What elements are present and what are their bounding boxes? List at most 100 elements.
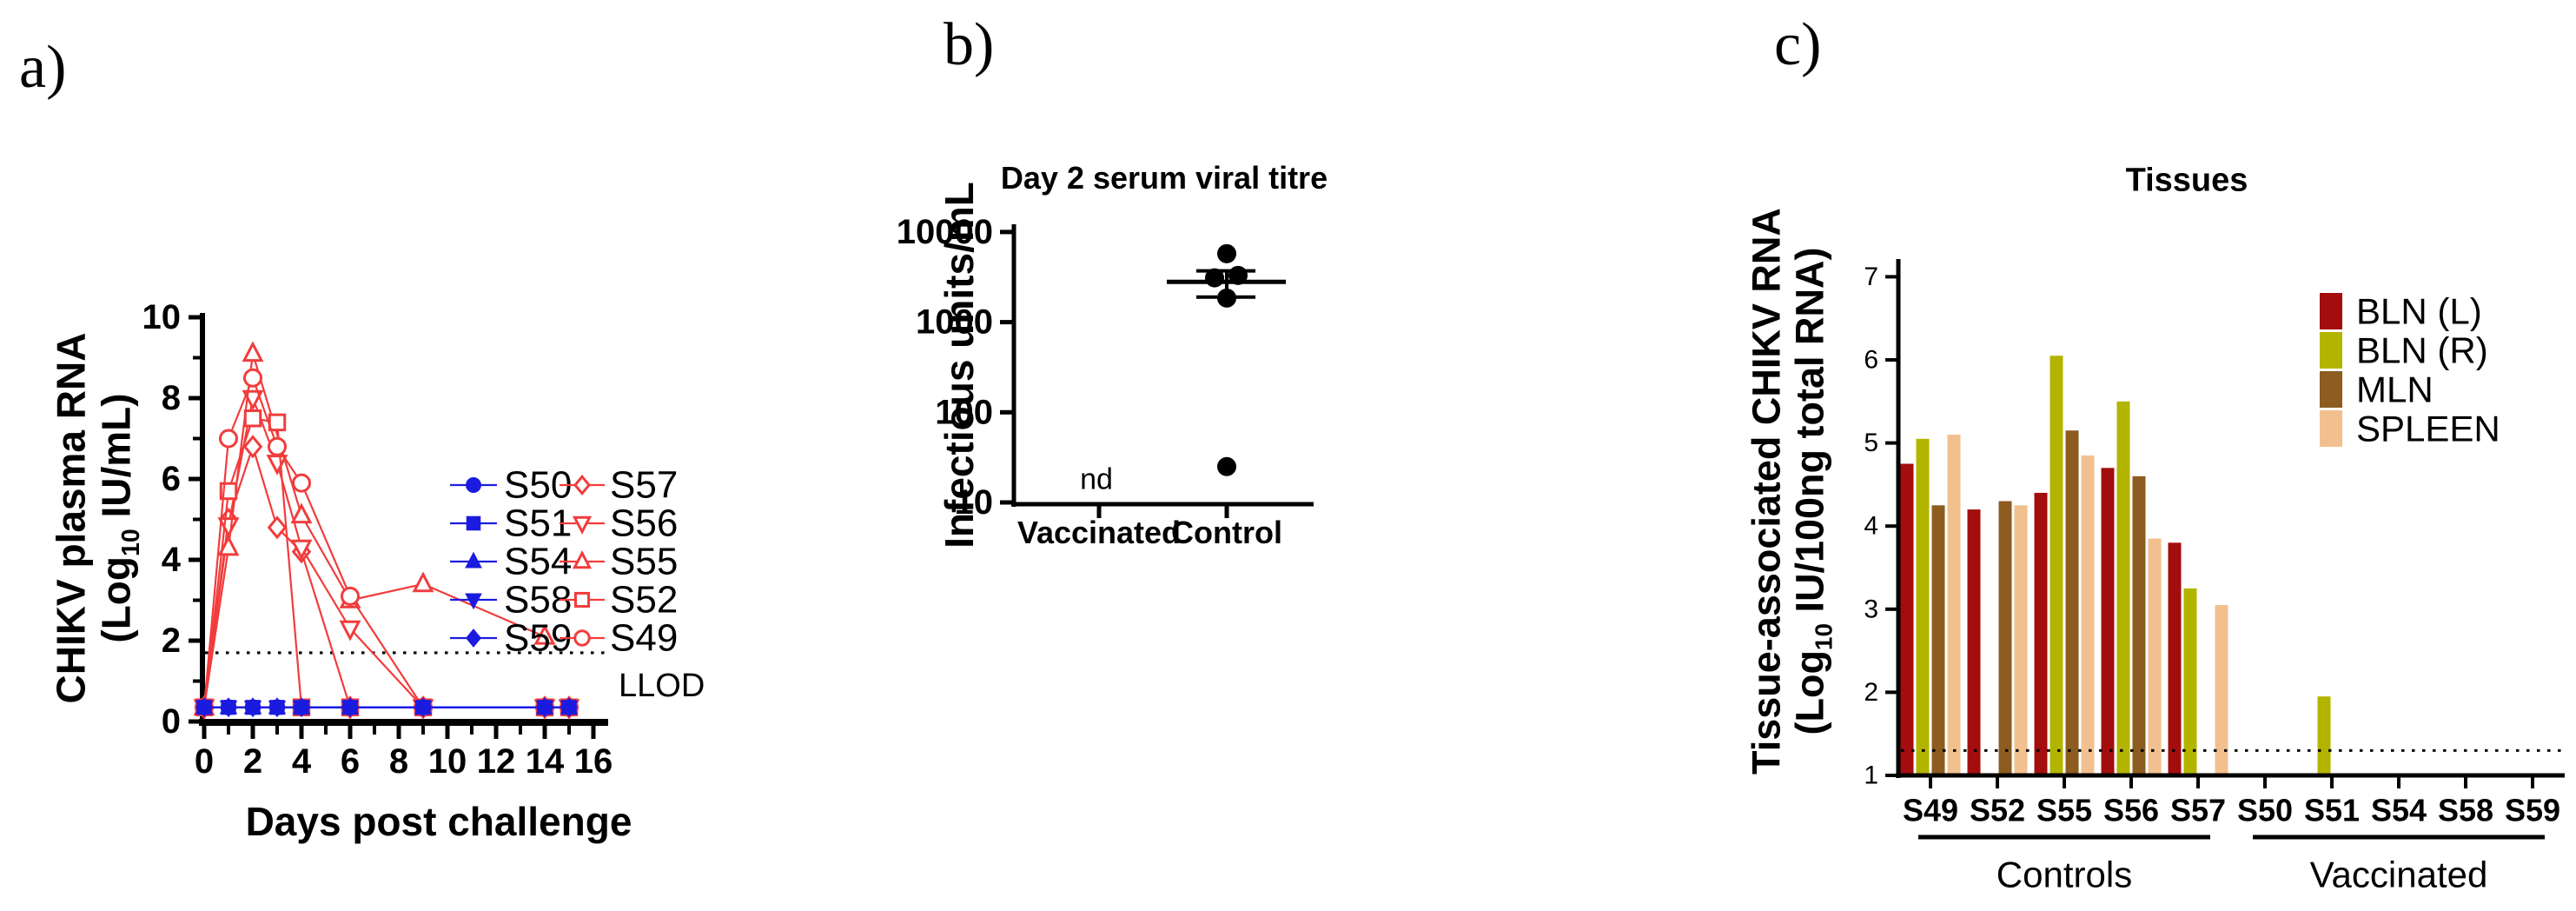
y-tick-label: 6 — [162, 460, 181, 498]
bar-S55-SPLEEN — [2081, 455, 2095, 775]
bar-S56-SPLEEN — [2148, 538, 2162, 775]
data-point-S51 — [269, 700, 285, 715]
group-label-S50: S50 — [2237, 793, 2293, 828]
data-point-S49 — [243, 368, 262, 388]
y-tick-label: 1 — [1864, 761, 1878, 790]
x-tick-label: 2 — [243, 742, 262, 781]
bar-S57-BLN (L) — [2168, 542, 2182, 775]
panel-b-y-axis-label: Infectious units/mL — [937, 182, 983, 549]
group-label-S51: S51 — [2304, 793, 2360, 828]
y-tick-label: 10 — [142, 298, 182, 336]
legend-swatch-BLN (R) — [2320, 332, 2342, 369]
legend-label-SPLEEN: SPLEEN — [2356, 409, 2500, 449]
bar-S55-BLN (L) — [2034, 492, 2048, 775]
bar-S49-SPLEEN — [1947, 435, 1961, 775]
data-point-S55 — [290, 502, 313, 524]
bracket-label-Controls: Controls — [1997, 854, 2132, 895]
y-tick-label: 0 — [162, 702, 181, 741]
panel-b-letter: b) — [944, 11, 995, 78]
x-tick-label: 16 — [574, 742, 613, 781]
legend-label-BLN (R): BLN (R) — [2356, 330, 2488, 371]
y-tick-label: 10000 — [897, 213, 993, 251]
legend-marker-S51 — [466, 515, 481, 531]
bar-S49-BLN (L) — [1900, 463, 1914, 775]
group-label-S55: S55 — [2036, 793, 2092, 828]
data-point-S51 — [294, 700, 309, 715]
y-tick-label: 8 — [162, 379, 181, 417]
panel-c-y-axis-label-line1: Tissue-associated CHIKV RNA — [1744, 208, 1789, 775]
bar-S52-MLN — [1998, 501, 2012, 775]
y-tick-label: 2 — [1864, 678, 1878, 707]
legend-marker-S58 — [465, 593, 482, 610]
legend-marker-S54 — [465, 551, 482, 569]
data-point-S57 — [267, 515, 288, 540]
y-tick-label: 6 — [1864, 346, 1878, 375]
legend-marker-S59 — [465, 628, 482, 648]
data-point-S55 — [533, 623, 556, 645]
data-point-S56 — [339, 620, 361, 642]
y-tick-label: 5 — [1864, 429, 1878, 457]
bar-S51-BLN (R) — [2317, 696, 2331, 775]
bar-S56-MLN — [2132, 475, 2146, 775]
bar-S52-BLN (L) — [1967, 509, 1981, 775]
data-point-S56 — [266, 455, 288, 475]
panel-b-title: Day 2 serum viral titre — [1000, 160, 1328, 196]
legend-marker-S50 — [466, 477, 481, 493]
panel-c-y-axis-label-line2: (Log10 IU/100ng total RNA) — [1788, 247, 1838, 735]
panel-b-category-control: Control — [1171, 515, 1282, 550]
panel-c-letter: c) — [1774, 11, 1822, 78]
group-label-S56: S56 — [2103, 793, 2159, 828]
panel-a-y-axis-label: CHIKV plasma RNA (Log10 IU/mL) — [49, 333, 146, 704]
legend-marker-S52 — [573, 591, 591, 608]
bracket-label-Vaccinated: Vaccinated — [2310, 854, 2488, 895]
bar-S57-SPLEEN — [2215, 605, 2228, 775]
group-label-S52: S52 — [1970, 793, 2025, 828]
bar-S56-BLN (R) — [2116, 401, 2130, 775]
legend-label-S52: S52 — [610, 579, 678, 622]
panel-a-y-axis-label-line2: (Log10 IU/mL) — [93, 393, 145, 643]
group-label-S49: S49 — [1903, 793, 1958, 828]
legend-marker-S55 — [572, 550, 593, 569]
data-point-S55 — [217, 535, 240, 556]
data-point-S56 — [290, 539, 313, 561]
legend-marker-S56 — [572, 515, 593, 535]
bar-S49-BLN (R) — [1916, 438, 1930, 775]
x-tick-label: 8 — [389, 742, 408, 781]
legend-label-MLN: MLN — [2356, 369, 2434, 410]
data-point-S57 — [242, 435, 263, 459]
group-label-S58: S58 — [2438, 793, 2493, 828]
data-point-S51 — [415, 700, 431, 715]
group-label-S54: S54 — [2371, 793, 2427, 828]
group-label-S57: S57 — [2170, 793, 2226, 828]
y-tick-label: 100 — [935, 393, 993, 431]
panel-c-y-axis-label: Tissue-associated CHIKV RNA (Log10 IU/10… — [1745, 208, 1838, 775]
data-point-S49 — [341, 586, 360, 606]
scatter-point-control — [1217, 243, 1236, 263]
panel-a-letter: a) — [19, 34, 67, 101]
bar-S55-BLN (R) — [2050, 356, 2063, 775]
data-point-S51 — [537, 700, 553, 715]
panel-b-category-vaccinated: Vaccinated — [1016, 515, 1182, 550]
data-point-S51 — [561, 700, 577, 715]
data-point-S51 — [196, 700, 212, 715]
scatter-point-control — [1217, 456, 1236, 476]
bar-S55-MLN — [2065, 430, 2079, 775]
x-tick-label: 4 — [292, 742, 312, 781]
y-tick-label: 4 — [1864, 512, 1878, 541]
data-point-S55 — [242, 341, 264, 362]
data-point-S52 — [268, 413, 287, 432]
y-tick-label: 7 — [1864, 263, 1878, 291]
group-label-S59: S59 — [2505, 793, 2560, 828]
x-tick-label: 12 — [477, 742, 516, 781]
legend-swatch-SPLEEN — [2320, 410, 2342, 447]
legend-label-S57: S57 — [610, 464, 678, 507]
y-tick-label: 10 — [955, 483, 994, 522]
legend-label-BLN (L): BLN (L) — [2356, 291, 2482, 332]
y-tick-label: 3 — [1864, 595, 1878, 623]
data-point-S51 — [221, 700, 236, 715]
legend-swatch-BLN (L) — [2320, 293, 2342, 329]
x-tick-label: 14 — [526, 742, 565, 781]
legend-marker-S57 — [573, 474, 591, 496]
legend-label-S49: S49 — [610, 617, 678, 660]
